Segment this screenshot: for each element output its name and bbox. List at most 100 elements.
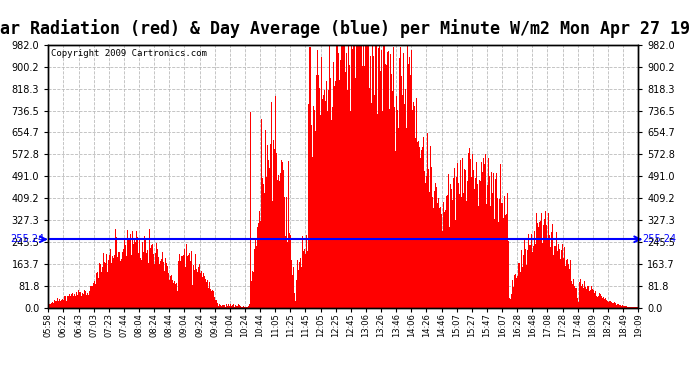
Bar — [213, 291, 214, 308]
Bar — [120, 261, 121, 308]
Bar — [378, 48, 379, 308]
Bar — [479, 180, 480, 308]
Bar — [568, 274, 569, 308]
Bar — [627, 307, 628, 308]
Bar — [270, 144, 271, 308]
Bar — [507, 193, 508, 308]
Bar — [517, 276, 518, 308]
Bar — [265, 130, 266, 308]
Bar — [358, 45, 359, 308]
Bar — [180, 261, 181, 308]
Bar — [135, 243, 136, 308]
Bar — [52, 302, 53, 307]
Bar — [403, 56, 404, 308]
Bar — [559, 266, 560, 308]
Bar — [106, 255, 107, 308]
Bar — [144, 236, 145, 308]
Bar — [471, 177, 472, 308]
Bar — [166, 263, 167, 308]
Bar — [460, 160, 461, 308]
Bar — [341, 113, 342, 308]
Bar — [444, 212, 445, 308]
Bar — [501, 203, 502, 308]
Bar — [56, 301, 57, 307]
Bar — [524, 238, 525, 308]
Bar — [162, 252, 163, 308]
Text: 255.24: 255.24 — [10, 234, 44, 244]
Bar — [577, 297, 578, 307]
Bar — [512, 288, 513, 308]
Bar — [523, 255, 524, 308]
Bar — [282, 162, 283, 308]
Bar — [425, 183, 426, 308]
Bar — [605, 298, 606, 307]
Bar — [333, 63, 334, 308]
Bar — [407, 45, 408, 308]
Bar — [384, 45, 385, 308]
Bar — [428, 192, 430, 308]
Bar — [511, 294, 512, 307]
Bar — [190, 263, 191, 308]
Bar — [476, 162, 477, 308]
Bar — [154, 264, 155, 308]
Bar — [564, 253, 565, 308]
Bar — [544, 247, 545, 308]
Bar — [303, 262, 304, 308]
Bar — [458, 183, 459, 308]
Bar — [463, 193, 464, 308]
Bar — [71, 294, 72, 307]
Bar — [59, 299, 60, 307]
Bar — [411, 50, 412, 308]
Bar — [287, 242, 288, 308]
Bar — [535, 247, 536, 308]
Bar — [496, 173, 497, 308]
Bar — [473, 141, 474, 308]
Bar — [391, 74, 392, 308]
Bar — [276, 140, 277, 308]
Bar — [57, 298, 58, 307]
Bar — [90, 286, 91, 308]
Bar — [186, 244, 187, 308]
Bar — [343, 45, 344, 308]
Bar — [294, 173, 295, 308]
Bar — [202, 271, 204, 308]
Bar — [50, 304, 51, 307]
Bar — [461, 197, 462, 308]
Bar — [68, 296, 69, 307]
Bar — [357, 45, 358, 308]
Bar — [146, 245, 147, 308]
Bar — [169, 280, 170, 308]
Bar — [208, 288, 209, 308]
Bar — [156, 243, 157, 308]
Bar — [165, 258, 166, 308]
Bar — [192, 285, 193, 308]
Bar — [603, 297, 604, 307]
Bar — [221, 306, 222, 308]
Bar — [567, 259, 568, 308]
Bar — [591, 293, 592, 308]
Bar — [486, 204, 487, 308]
Bar — [366, 45, 367, 308]
Bar — [78, 290, 79, 308]
Bar — [302, 237, 303, 308]
Bar — [245, 307, 246, 308]
Bar — [182, 256, 183, 307]
Bar — [531, 234, 532, 308]
Bar — [131, 255, 132, 308]
Bar — [63, 301, 64, 307]
Bar — [305, 254, 306, 308]
Bar — [288, 161, 289, 308]
Bar — [383, 45, 384, 308]
Bar — [571, 280, 572, 308]
Bar — [199, 271, 200, 308]
Bar — [396, 96, 397, 308]
Bar — [194, 258, 195, 307]
Bar — [376, 45, 377, 308]
Bar — [543, 225, 544, 308]
Bar — [249, 304, 250, 307]
Bar — [606, 300, 607, 307]
Bar — [355, 70, 356, 308]
Bar — [159, 264, 160, 308]
Bar — [488, 158, 489, 308]
Bar — [183, 255, 184, 308]
